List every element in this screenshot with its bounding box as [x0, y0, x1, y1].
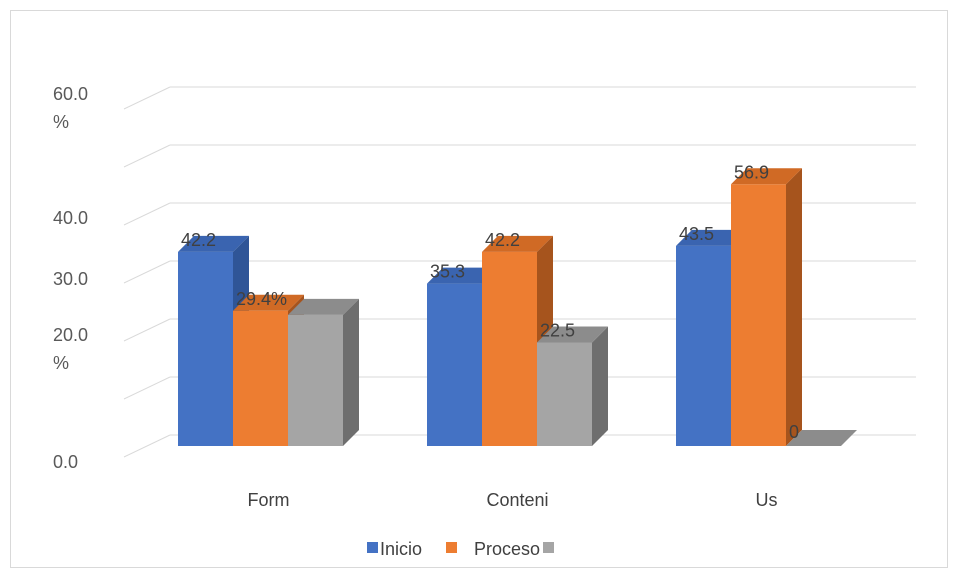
bar-side [786, 168, 802, 446]
gridline-depth [123, 318, 171, 342]
category-label: Form [248, 490, 290, 510]
data-label: 29.4% [236, 289, 287, 309]
bar-1-1 [482, 251, 537, 446]
bar-2-1 [731, 184, 786, 446]
bar-top [731, 168, 802, 185]
legend-label: Proceso [474, 539, 540, 559]
bar-0-1 [233, 310, 288, 446]
gridline-depth [123, 86, 171, 110]
bar-top [427, 267, 498, 284]
legend-label: Inicio [380, 539, 422, 559]
bar-side [592, 326, 608, 446]
y-tick-label: 60.0 [53, 84, 88, 104]
gridline-depth [123, 376, 171, 400]
data-label: 56.9 [734, 162, 769, 182]
data-label: 42.2 [181, 230, 216, 250]
gridline-depth [123, 144, 171, 168]
gridline-depth [123, 202, 171, 226]
data-label: 22.5 [540, 321, 575, 341]
bar-1-0 [427, 283, 482, 446]
data-label: 43.5 [679, 224, 714, 244]
data-label: 0 [789, 422, 799, 442]
legend-swatch [446, 542, 457, 553]
bar-top [676, 229, 747, 246]
bar-2-0 [676, 245, 731, 446]
y-tick-label: % [53, 353, 69, 373]
data-label: 42.2 [485, 230, 520, 250]
bar-side [343, 298, 359, 446]
bar-1-2 [537, 342, 592, 446]
bar-top [786, 430, 857, 446]
category-label: Conteni [486, 490, 548, 510]
gridline-depth [123, 260, 171, 284]
bar-top [537, 326, 608, 343]
y-tick-label: 20.0 [53, 325, 88, 345]
bar-top [482, 235, 553, 252]
bar-0-2 [288, 314, 343, 446]
data-label: 35.3 [430, 262, 465, 282]
bar-top [233, 294, 304, 311]
legend-swatch [367, 542, 378, 553]
y-tick-label: 0.0 [53, 452, 78, 472]
bar-0-0 [178, 251, 233, 446]
y-tick-label: 30.0 [53, 269, 88, 289]
y-tick-label: % [53, 112, 69, 132]
bar-top [178, 235, 249, 252]
category-label: Us [756, 490, 778, 510]
y-tick-label: 40.0 [53, 208, 88, 228]
bar-top [288, 298, 359, 315]
legend-swatch [543, 542, 554, 553]
gridline-depth [123, 434, 171, 458]
